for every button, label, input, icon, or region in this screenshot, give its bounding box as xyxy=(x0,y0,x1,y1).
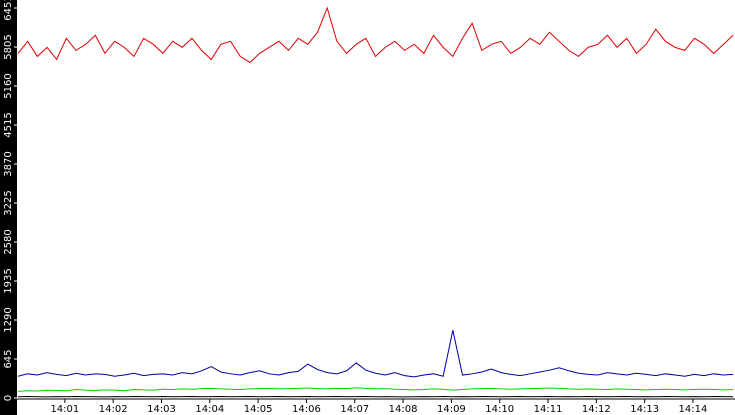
x-tick-label: 14:02 xyxy=(99,404,128,415)
y-tick-label: 3870 xyxy=(3,151,14,176)
y-tick-label: 645 xyxy=(3,349,14,368)
x-tick-label: 14:01 xyxy=(50,404,79,415)
x-tick-label: 14:07 xyxy=(340,404,369,415)
x-tick-label: 14:05 xyxy=(244,404,273,415)
series-line xyxy=(17,387,734,392)
x-tick-label: 14:08 xyxy=(389,404,418,415)
y-tick-label: 3225 xyxy=(3,190,14,215)
y-tick-label: 5160 xyxy=(3,73,14,98)
y-axis-strip xyxy=(0,0,17,415)
x-tick-label: 14:04 xyxy=(195,404,224,415)
y-tick-label: 2580 xyxy=(3,229,14,254)
x-tick-label: 14:13 xyxy=(630,404,659,415)
y-tick-label: 5805 xyxy=(3,34,14,59)
y-tick-label: 6451 xyxy=(3,0,14,21)
y-tick-label: 4515 xyxy=(3,112,14,137)
x-tick-label: 14:09 xyxy=(437,404,466,415)
x-tick-label: 14:11 xyxy=(534,404,563,415)
x-tick-label: 14:10 xyxy=(485,404,514,415)
x-tick-label: 14:03 xyxy=(147,404,176,415)
x-tick-label: 14:12 xyxy=(582,404,611,415)
x-tick-label: 14:14 xyxy=(679,404,708,415)
y-tick-label: 0 xyxy=(3,395,14,401)
y-tick-label: 1290 xyxy=(3,307,14,332)
x-tick-label: 14:06 xyxy=(292,404,321,415)
y-tick-label: 1935 xyxy=(3,268,14,293)
series-line xyxy=(17,330,734,378)
series-line xyxy=(17,6,734,64)
